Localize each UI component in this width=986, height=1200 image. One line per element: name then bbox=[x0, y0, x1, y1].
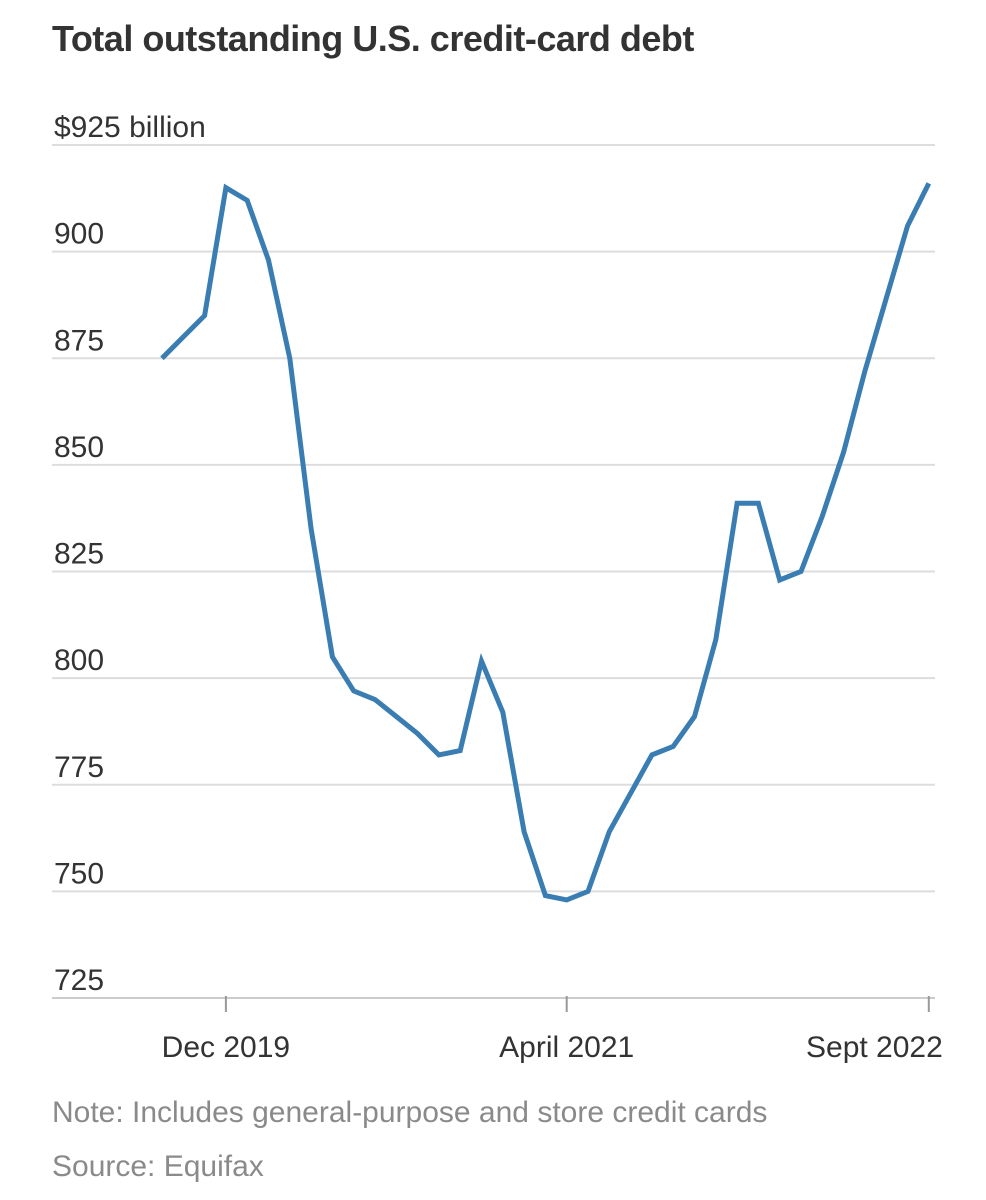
y-tick-label-750: 750 bbox=[54, 857, 104, 890]
x-axis: Dec 2019 April 2021 Sept 2022 bbox=[162, 996, 943, 1064]
line-chart: $925 billion 900 875 850 825 800 775 750 725 Dec… bbox=[52, 111, 943, 1064]
x-tick-label-0: Dec 2019 bbox=[162, 1031, 290, 1064]
y-tick-label-775: 775 bbox=[54, 751, 104, 784]
chart-note: Note: Includes general-purpose and store… bbox=[52, 1096, 768, 1129]
chart-source: Source: Equifax bbox=[52, 1150, 264, 1183]
y-tick-label-825: 825 bbox=[54, 538, 104, 571]
x-tick-label-1: April 2021 bbox=[499, 1031, 634, 1064]
y-tick-label-900: 900 bbox=[54, 218, 104, 251]
series-group bbox=[160, 182, 932, 903]
series-line-0 bbox=[160, 182, 932, 903]
grid-lines bbox=[52, 144, 935, 999]
y-tick-label-800: 800 bbox=[54, 644, 104, 677]
y-tick-label-725: 725 bbox=[54, 964, 104, 997]
y-axis-labels: $925 billion 900 875 850 825 800 775 750 725 bbox=[54, 111, 206, 997]
y-tick-label-875: 875 bbox=[54, 324, 104, 357]
y-tick-label-850: 850 bbox=[54, 431, 104, 464]
x-tick-label-2: Sept 2022 bbox=[806, 1031, 943, 1064]
y-tick-label-925: $925 billion bbox=[54, 111, 206, 144]
chart-title: Total outstanding U.S. credit-card debt bbox=[52, 18, 694, 59]
